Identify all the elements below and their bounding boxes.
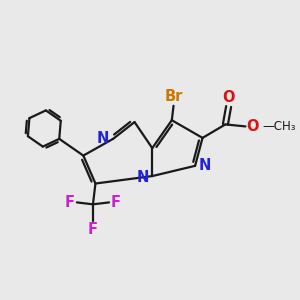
Text: —CH₃: —CH₃ (263, 120, 296, 133)
Text: N: N (136, 170, 148, 185)
Text: N: N (97, 131, 109, 146)
Text: F: F (88, 223, 98, 238)
Text: O: O (222, 90, 235, 105)
Text: Br: Br (164, 88, 183, 104)
Text: F: F (111, 195, 121, 210)
Text: N: N (199, 158, 211, 173)
Text: O: O (247, 119, 259, 134)
Text: F: F (65, 195, 75, 210)
